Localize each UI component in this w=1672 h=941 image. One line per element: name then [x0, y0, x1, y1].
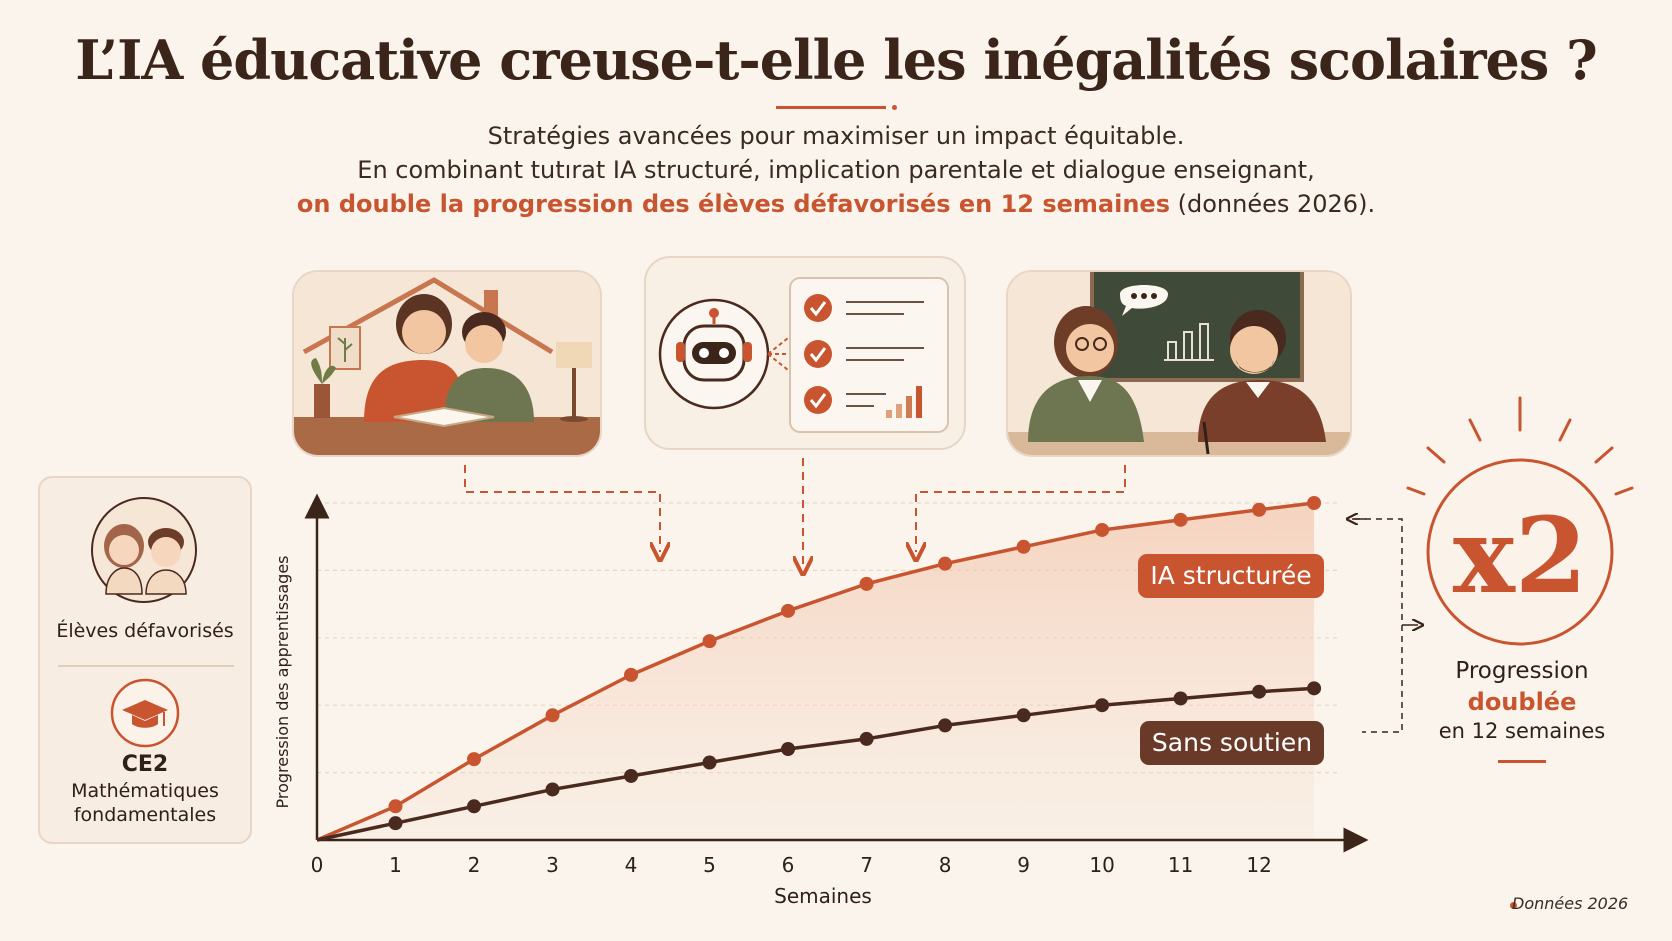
subtitle-line-3: on double la progression des élèves défa…	[0, 190, 1672, 218]
x-axis-label: Semaines	[774, 884, 872, 908]
subtitle-line-2: En combinant tutırat IA structuré, impli…	[357, 156, 1315, 184]
series-point-0	[1307, 496, 1322, 510]
x-tick-label: 11	[1168, 853, 1193, 877]
parent-involvement-card	[292, 270, 602, 457]
series-line-1	[316, 686, 1315, 842]
series-point-0	[859, 576, 874, 591]
series-point-1	[781, 742, 796, 757]
x2-value: x2	[1453, 494, 1587, 617]
footnote-dot	[1510, 902, 1517, 909]
series-point-0	[624, 667, 639, 682]
subtitle-line-1: Stratégies avancées pour maximiser un im…	[487, 122, 1185, 150]
x-tick-label: 10	[1089, 853, 1114, 877]
connector-teacher	[916, 465, 1126, 552]
series-point-1	[388, 816, 403, 831]
subject-line-2: fondamentales	[73, 804, 217, 826]
y-axis-label: Progression des apprentissages	[273, 555, 292, 808]
x-tick-label: 7	[860, 853, 873, 877]
subtitle-tail: (données 2026).	[1170, 190, 1376, 218]
series-point-0	[467, 752, 482, 767]
series-point-0	[1095, 522, 1110, 537]
legend-ia-structuree: IA structurée	[1138, 554, 1324, 598]
x2-line-2: doublée	[1467, 688, 1577, 716]
series-point-0	[388, 799, 403, 814]
series-point-1	[1016, 708, 1031, 723]
connector-parent	[464, 465, 660, 552]
title-underline	[776, 106, 886, 109]
page-title: L’IA éducative creuse-t-elle les inégali…	[75, 28, 1597, 92]
series-point-1	[1307, 681, 1322, 696]
x2-line-3: en 12 semaines	[1438, 719, 1606, 743]
x2-line-1: Progression	[1455, 658, 1589, 684]
series-line-0	[316, 501, 1315, 842]
ia-structured-area	[317, 503, 1315, 840]
series-point-0	[702, 634, 717, 649]
x-tick-label: 0	[311, 853, 324, 877]
series-point-1	[702, 755, 717, 770]
children-avatar-icon	[91, 497, 197, 603]
teacher-dialogue-card	[1006, 270, 1352, 457]
x2-badge: x2	[1406, 396, 1634, 646]
group-label: Élèves défavorisés	[56, 620, 234, 642]
series-point-1	[545, 782, 560, 797]
series-point-0	[938, 556, 953, 571]
x2-underline	[1498, 760, 1546, 763]
x-tick-label: 1	[389, 853, 402, 877]
title-underline-dot	[892, 105, 897, 110]
x-tick-label: 12	[1246, 853, 1271, 877]
series-point-1	[859, 731, 874, 746]
x-tick-label: 5	[703, 853, 716, 877]
x-tick-label: 6	[782, 853, 795, 877]
house-parent-child-illustration	[294, 272, 600, 455]
comparison-bracket	[1354, 518, 1403, 733]
footnote: Données 2026	[1512, 894, 1629, 913]
ai-tutoring-card	[644, 256, 966, 450]
series-point-1	[938, 718, 953, 733]
graduation-cap-icon	[110, 678, 180, 748]
x-tick-label: 8	[939, 853, 952, 877]
series-point-1	[624, 768, 639, 783]
series-point-0	[1252, 502, 1267, 517]
legend-sans-soutien: Sans soutien	[1140, 721, 1324, 765]
subject-line-1: Mathématiques	[71, 780, 219, 802]
side-divider	[58, 665, 234, 667]
series-point-1	[467, 799, 482, 814]
level-label: CE2	[121, 752, 169, 777]
series-point-0	[1173, 512, 1188, 527]
series-point-1	[1252, 684, 1267, 699]
x-tick-label: 4	[625, 853, 638, 877]
series-point-1	[1173, 691, 1188, 706]
series-point-0	[545, 708, 560, 723]
series-point-0	[1016, 539, 1031, 554]
x-tick-label: 9	[1017, 853, 1030, 877]
teacher-parent-meeting-illustration	[1008, 272, 1350, 455]
robot-checklist-illustration	[658, 277, 949, 433]
subtitle-highlight: on double la progression des élèves défa…	[296, 190, 1170, 218]
series-point-1	[1095, 698, 1110, 713]
x-tick-label: 3	[546, 853, 559, 877]
x-tick-label: 2	[468, 853, 481, 877]
audience-panel: Élèves défavorisés CE2 Mathématiques fon…	[38, 476, 252, 844]
series-point-0	[781, 603, 796, 618]
